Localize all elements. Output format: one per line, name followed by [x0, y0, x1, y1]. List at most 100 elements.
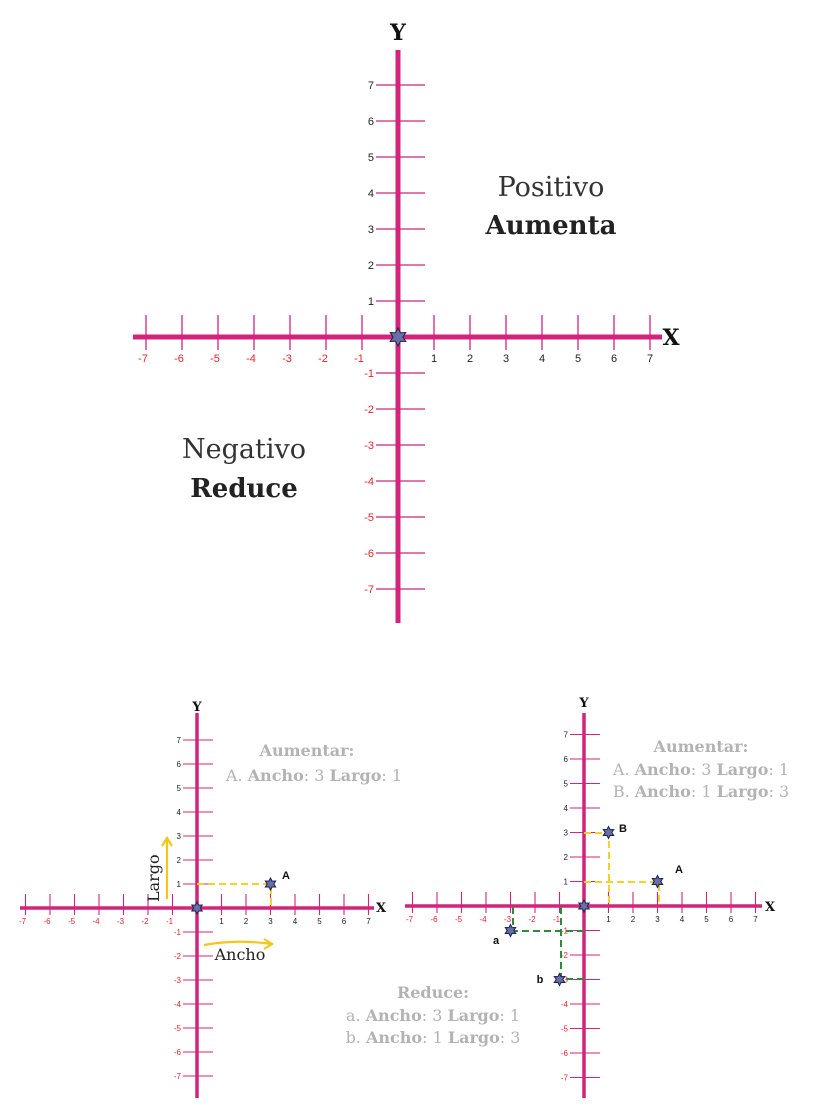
negative-subtitle: Reduce	[190, 474, 298, 504]
x-tick-label: 5	[317, 917, 322, 926]
star-marker-icon	[504, 923, 517, 938]
right-origin-star-icon	[577, 898, 591, 914]
y-tick-label: 2	[177, 856, 182, 865]
y-tick-label: 3	[564, 828, 569, 837]
y-tick-label: -6	[561, 1049, 569, 1058]
x-tick-label: 6	[729, 915, 734, 924]
x-tick-label: -1	[354, 353, 364, 365]
x-tick-label: 2	[631, 915, 636, 924]
y-tick-label: -6	[364, 548, 374, 560]
y-tick-label: -7	[364, 584, 374, 596]
right-point-A-label: A	[675, 864, 683, 876]
star-marker-icon	[264, 876, 277, 892]
x-tick-label: -7	[406, 915, 414, 924]
y-tick-label: -6	[174, 1048, 182, 1057]
y-tick-label: 4	[177, 808, 182, 817]
x-tick-label: -4	[479, 915, 487, 924]
right-point-a-guide	[512, 906, 584, 932]
main-coordinate-plane: 1 -1 1 -1 2 -2 2 -2 3 -3 3 -3 4 -4 4 -4 5 -5 5 -5 6 -6 6 -6 7 -7 7…	[133, 20, 680, 623]
x-tick-label: 7	[753, 915, 758, 924]
main-x-axis-label: X	[662, 325, 680, 351]
right-point-B-label: B	[619, 823, 627, 835]
right-point-B-guide	[584, 832, 610, 906]
y-tick-label: 2	[564, 853, 569, 862]
x-tick-label: -2	[141, 917, 149, 926]
x-tick-label: -3	[504, 915, 512, 924]
left-title: Aumentar:	[259, 741, 355, 760]
y-tick-label: 6	[177, 760, 182, 769]
x-tick-label: 1	[219, 917, 224, 926]
x-tick-label: -4	[246, 353, 256, 365]
x-tick-label: -3	[282, 353, 292, 365]
y-tick-label: 5	[177, 784, 182, 793]
star-marker-icon	[553, 972, 566, 987]
x-tick-label: 3	[655, 915, 660, 924]
left-y-axis-label: Y	[191, 700, 202, 715]
y-tick-label: 7	[368, 80, 374, 92]
x-tick-label: 4	[539, 353, 545, 365]
y-tick-label: -4	[364, 476, 374, 488]
y-tick-label: -3	[364, 440, 374, 452]
x-tick-label: 4	[293, 917, 298, 926]
y-tick-label: -1	[561, 926, 569, 935]
y-tick-label: -1	[174, 928, 182, 937]
y-tick-label: -7	[174, 1072, 182, 1081]
right-y-axis-label: Y	[578, 696, 589, 711]
y-tick-label: -7	[561, 1073, 569, 1082]
x-tick-label: -5	[210, 353, 220, 365]
y-tick-label: 4	[564, 804, 569, 813]
x-tick-label: 6	[611, 353, 617, 365]
y-tick-label: -1	[364, 368, 374, 380]
left-point-a-label: A	[282, 870, 290, 882]
y-tick-label: -5	[561, 1024, 569, 1033]
y-tick-label: 1	[177, 880, 182, 889]
x-tick-label: -1	[553, 915, 561, 924]
right-line-a: A. Ancho: 3 Largo: 1	[612, 760, 789, 779]
x-tick-label: 3	[503, 353, 509, 365]
y-tick-label: 3	[368, 224, 374, 236]
left-coordinate-plane: 1 -1 1 -1 2 -2 2 -2 3 -3 3 -3 4 -4 4 -4 5 -5 5 -5 6 -6 6 -6 7 -7 7…	[19, 700, 402, 1098]
y-tick-label: -3	[174, 976, 182, 985]
left-point-a-guide	[197, 883, 272, 908]
x-tick-label: -4	[92, 917, 100, 926]
x-tick-label: 7	[366, 917, 371, 926]
right-point-b-guide	[560, 906, 584, 980]
ancho-arrow-label: Ancho	[214, 945, 266, 964]
y-tick-label: 6	[368, 116, 374, 128]
reduce-line-a: a. Ancho: 3 Largo: 1	[346, 1006, 520, 1025]
y-tick-label: 7	[564, 730, 569, 739]
x-tick-label: -7	[138, 353, 148, 365]
main-y-axis-label: Y	[389, 20, 406, 46]
origin-star-icon	[190, 900, 204, 916]
right-coordinate-plane: 1 -1 1 -1 2 -2 2 -2 3 -3 3 -3 4 -4 4 -4 5 -5 5 -5 6 -6 6 -6 7 -7 7…	[405, 696, 789, 1098]
y-tick-label: -2	[174, 952, 182, 961]
x-tick-label: -2	[318, 353, 328, 365]
x-tick-label: 3	[268, 917, 273, 926]
y-tick-label: -4	[561, 1000, 569, 1009]
right-point-b-label: b	[537, 974, 544, 986]
x-tick-label: 6	[342, 917, 347, 926]
origin-star-icon	[389, 326, 407, 348]
positive-title: Positivo	[498, 172, 605, 203]
origin-star-icon	[389, 326, 407, 348]
left-origin-star-icon	[190, 900, 204, 916]
left-line-a: A. Ancho: 3 Largo: 1	[225, 766, 402, 785]
y-tick-label: 1	[564, 877, 569, 886]
x-tick-label: -5	[68, 917, 76, 926]
x-tick-label: 5	[575, 353, 581, 365]
arrow-right-icon	[203, 938, 275, 950]
x-tick-label: 5	[704, 915, 709, 924]
y-tick-label: 1	[368, 296, 374, 308]
y-tick-label: -3	[561, 975, 569, 984]
y-tick-label: -4	[174, 1000, 182, 1009]
y-tick-label: -5	[364, 512, 374, 524]
x-tick-label: 4	[680, 915, 685, 924]
reduce-block: Reduce: a. Ancho: 3 Largo: 1 b. Ancho: 1…	[346, 983, 521, 1047]
star-marker-icon	[602, 825, 615, 840]
left-x-axis-label: X	[376, 901, 387, 916]
right-x-axis-label: X	[765, 900, 776, 915]
positive-subtitle: Aumenta	[485, 211, 617, 241]
x-tick-label: 1	[606, 915, 611, 924]
reduce-line-b: b. Ancho: 1 Largo: 3	[346, 1028, 521, 1047]
